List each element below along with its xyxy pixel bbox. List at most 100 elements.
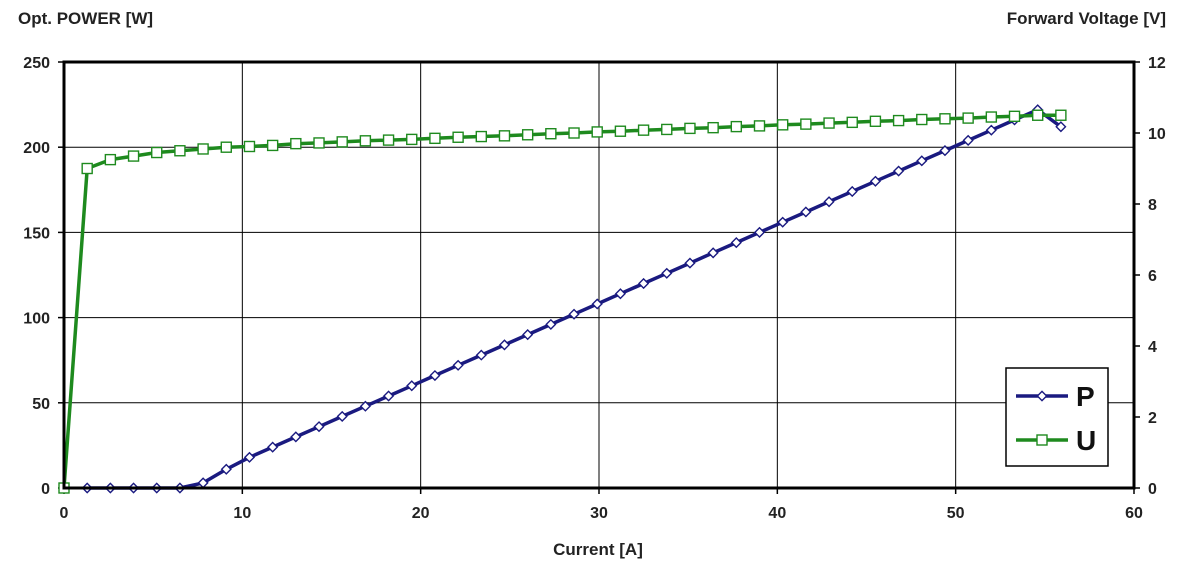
- y-left-tick-label: 100: [23, 311, 50, 328]
- y-right-tick-label: 6: [1148, 268, 1157, 285]
- data-point-u: [197, 143, 209, 155]
- legend-box: [1005, 367, 1109, 467]
- data-point-p: [591, 298, 603, 310]
- data-point-p: [545, 318, 557, 331]
- y-right-tick-label: 10: [1148, 126, 1166, 143]
- data-point-u: [707, 121, 719, 134]
- data-point-u: [220, 141, 232, 153]
- data-point-p: [313, 421, 325, 433]
- x-tick-label: 40: [768, 505, 786, 522]
- y-left-tick-label: 0: [41, 481, 50, 498]
- data-point-p: [522, 329, 534, 341]
- data-point-u: [591, 126, 603, 138]
- data-point-u: [336, 136, 348, 148]
- data-point-u: [81, 162, 93, 175]
- data-point-p: [730, 237, 742, 249]
- data-point-u: [452, 131, 464, 143]
- data-point-p: [220, 463, 232, 475]
- data-point-u: [730, 120, 743, 133]
- data-point-p: [406, 380, 418, 392]
- x-tick-label: 20: [412, 505, 430, 522]
- y-right-tick-label: 4: [1148, 339, 1157, 356]
- data-point-p: [916, 155, 928, 167]
- y-left-tick-label: 250: [23, 55, 50, 72]
- data-point-p: [939, 145, 951, 157]
- data-point-u: [313, 137, 325, 149]
- data-point-u: [614, 125, 627, 137]
- y-right-tick-label: 12: [1148, 55, 1166, 72]
- y-left-tick-label: 200: [23, 140, 50, 157]
- data-point-p: [475, 349, 487, 361]
- data-point-u: [545, 128, 557, 140]
- legend: PU: [1005, 367, 1109, 467]
- data-point-p: [290, 431, 302, 443]
- data-point-u: [521, 129, 534, 141]
- data-point-u: [1055, 109, 1067, 121]
- data-point-p: [429, 369, 441, 382]
- legend-label-u: U: [1076, 425, 1096, 456]
- series-p: [81, 104, 1067, 494]
- data-point-p: [267, 441, 279, 453]
- data-point-u: [661, 123, 673, 136]
- legend-marker-u: [1036, 434, 1048, 446]
- data-point-p: [498, 339, 511, 351]
- data-point-u: [846, 116, 858, 129]
- legend-label-p: P: [1076, 381, 1095, 412]
- data-point-u: [962, 112, 974, 124]
- x-axis-title: Current [A]: [553, 540, 643, 559]
- data-point-p: [777, 216, 789, 228]
- data-point-p: [568, 308, 580, 320]
- data-point-u: [985, 111, 998, 123]
- series-u: [58, 109, 1067, 494]
- y-axis-right-title: Forward Voltage [V]: [1007, 9, 1166, 28]
- data-point-u: [406, 133, 418, 146]
- data-point-p: [893, 165, 905, 177]
- tick-labels: 0 10 20 30 40 50 60 0 50 100 150 200 250 0 2 4 6 8 10 12: [23, 55, 1166, 522]
- data-point-p: [614, 288, 626, 300]
- data-point-u: [104, 153, 117, 166]
- x-tick-label: 10: [233, 505, 251, 522]
- data-point-u: [776, 119, 789, 131]
- data-point-p: [452, 359, 464, 371]
- data-point-u: [290, 137, 302, 150]
- data-point-u: [568, 127, 580, 139]
- data-point-p: [869, 175, 882, 187]
- data-point-u: [892, 114, 905, 127]
- data-point-p: [684, 257, 696, 269]
- data-point-u: [684, 122, 696, 135]
- data-point-u: [382, 134, 395, 146]
- data-point-p: [707, 247, 719, 259]
- data-point-p: [823, 196, 835, 208]
- data-point-p: [359, 400, 371, 412]
- data-point-u: [1031, 109, 1044, 121]
- data-point-u: [753, 120, 766, 132]
- plot-frame: [62, 60, 1136, 490]
- data-point-p: [637, 277, 650, 290]
- data-point-p: [846, 185, 858, 198]
- x-tick-label: 60: [1125, 505, 1143, 522]
- data-point-u: [266, 139, 279, 152]
- data-point-p: [985, 124, 997, 136]
- series-line-p: [87, 107, 1062, 490]
- y-left-tick-label: 150: [23, 225, 50, 242]
- data-point-p: [243, 451, 256, 463]
- data-point-u: [359, 135, 372, 147]
- y-right-tick-label: 0: [1148, 481, 1157, 498]
- data-point-u: [127, 150, 140, 162]
- x-tick-label: 50: [947, 505, 965, 522]
- data-point-u: [869, 115, 882, 127]
- data-point-u: [498, 130, 511, 142]
- data-point-u: [800, 118, 812, 130]
- data-point-u: [823, 117, 835, 129]
- data-point-u: [429, 132, 441, 145]
- y-right-tick-label: 2: [1148, 410, 1157, 427]
- x-tick-label: 0: [60, 505, 69, 522]
- data-point-p: [962, 134, 974, 146]
- data-point-u: [243, 140, 256, 153]
- data-point-p: [800, 206, 812, 218]
- data-point-u: [151, 146, 163, 159]
- y-left-tick-label: 50: [32, 396, 50, 413]
- data-point-p: [382, 390, 395, 402]
- data-point-p: [753, 226, 766, 238]
